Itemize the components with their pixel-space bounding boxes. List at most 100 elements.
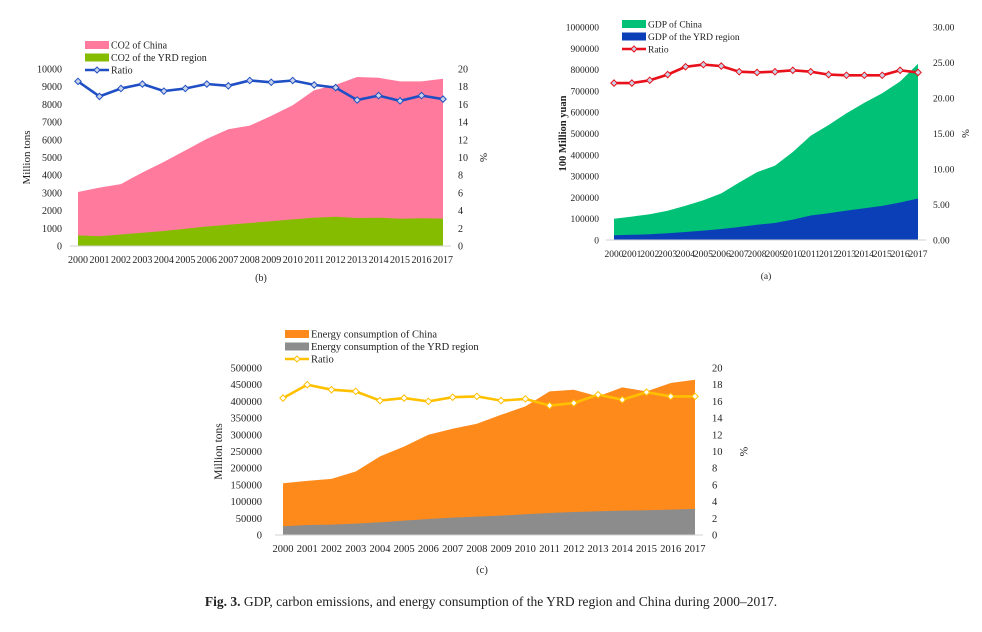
x-tick-label: 2009 [765,250,784,260]
legend-label: GDP of the YRD region [648,32,740,43]
y2-tick-label: 16 [458,100,468,111]
y-tick-label: 500000 [571,130,600,140]
area-series-0 [78,77,443,246]
y2-tick-label: 18 [712,380,723,391]
legend-swatch [622,20,646,28]
y-tick-label: 600000 [571,109,600,119]
x-tick-label: 2008 [466,544,487,555]
y2-tick-label: 20 [712,364,723,375]
ratio-marker [424,397,433,406]
legend-marker [630,45,638,53]
ratio-marker [771,67,779,76]
y2-tick-label: 18 [458,82,468,93]
ratio-marker [74,77,82,86]
y2-tick-label: 14 [712,414,723,425]
ratio-marker [681,62,690,71]
x-tick-label: 2007 [730,250,749,260]
y-tick-label: 1000000 [566,24,600,34]
chart-a: 0 100000 200000 300000 400000 500000 600000 700… [558,20,970,283]
ratio-marker [303,380,312,389]
y2-tick-label: 2 [712,514,717,525]
x-tick-label: 2013 [347,255,367,266]
y2-tick-label: 20.00 [933,95,955,105]
ratio-marker [202,80,211,88]
x-tick-label: 2014 [369,255,389,266]
ratio-marker [417,91,426,100]
y2-tick-label: 5.00 [933,201,950,211]
y-tick-label: 400000 [571,151,600,161]
y2-tick-label: 25.00 [933,59,955,69]
y2-tick-label: 0 [712,531,717,542]
ratio-marker [288,76,297,85]
y-tick-label: 50000 [236,514,262,525]
ratio-line [282,383,695,407]
y-tick-label: 200000 [571,194,600,204]
legend-label: CO2 of China [111,41,168,52]
ratio-marker [691,392,699,401]
panel-label: (b) [255,273,267,284]
y-axis-title: Million tons [213,423,225,480]
x-tick-label: 2004 [154,255,174,266]
x-tick-label: 2001 [89,255,109,266]
ratio-marker [618,395,627,404]
ratio-marker [642,388,651,397]
ratio-marker [245,76,254,85]
x-tick-label: 2017 [433,255,453,266]
y-tick-label: 200000 [231,464,263,475]
ratio-marker [896,66,905,75]
x-tick-label: 2001 [622,250,641,260]
legend-label: Ratio [111,66,133,77]
y2-tick-label: 4 [712,497,718,508]
ratio-marker [159,87,168,96]
y-tick-label: 350000 [231,414,263,425]
legend-label: GDP of China [648,20,703,31]
ratio-marker [842,71,851,80]
x-tick-label: 2003 [658,250,677,260]
area-series-1 [283,508,695,535]
x-tick-label: 2017 [685,544,706,555]
y2-tick-label: 20 [458,65,468,76]
y-tick-label: 450000 [231,380,263,391]
y2-tick-label: 16 [712,397,723,408]
y2-tick-label: 12 [712,430,723,441]
legend-label: Ratio [648,46,669,56]
y2-tick-label: 10 [712,447,723,458]
chart-b: 0100020003000400050006000700080009000100… [21,41,489,285]
ratio-marker [521,394,530,403]
x-tick-label: 2009 [491,544,512,555]
y-tick-label: 0 [257,531,262,542]
y-axis-title: Million tons [21,130,33,184]
x-tick-label: 2001 [297,544,318,555]
y-tick-label: 250000 [231,447,263,458]
legend-label: Energy consumption of the YRD region [311,342,479,353]
y-tick-label: 1000 [42,224,62,235]
legend-swatch [285,342,309,351]
legend-swatch [85,41,109,49]
y-tick-label: 300000 [231,430,263,441]
y2-tick-label: 14 [458,118,468,129]
x-tick-label: 2003 [132,255,152,266]
x-tick-label: 2010 [515,544,536,555]
ratio-marker [788,66,797,75]
ratio-marker [645,76,654,85]
y-tick-label: 100000 [571,215,600,225]
x-tick-label: 2000 [605,250,624,260]
y-tick-label: 0 [594,237,599,247]
x-tick-label: 2007 [218,255,238,266]
y2-tick-label: 10 [458,153,468,164]
ratio-marker [497,396,506,405]
x-tick-label: 2002 [111,255,131,266]
panel-label: (c) [476,565,488,576]
x-tick-label: 2010 [283,255,303,266]
ratio-marker [376,396,384,405]
y-tick-label: 800000 [571,66,600,76]
panel-label: (a) [761,271,772,282]
legend-swatch [85,53,109,62]
ratio-marker [735,67,744,76]
x-tick-label: 2000 [68,255,88,266]
ratio-marker [627,79,636,87]
area-series-0 [283,379,695,535]
x-tick-label: 2008 [240,255,260,266]
ratio-line [77,79,444,103]
